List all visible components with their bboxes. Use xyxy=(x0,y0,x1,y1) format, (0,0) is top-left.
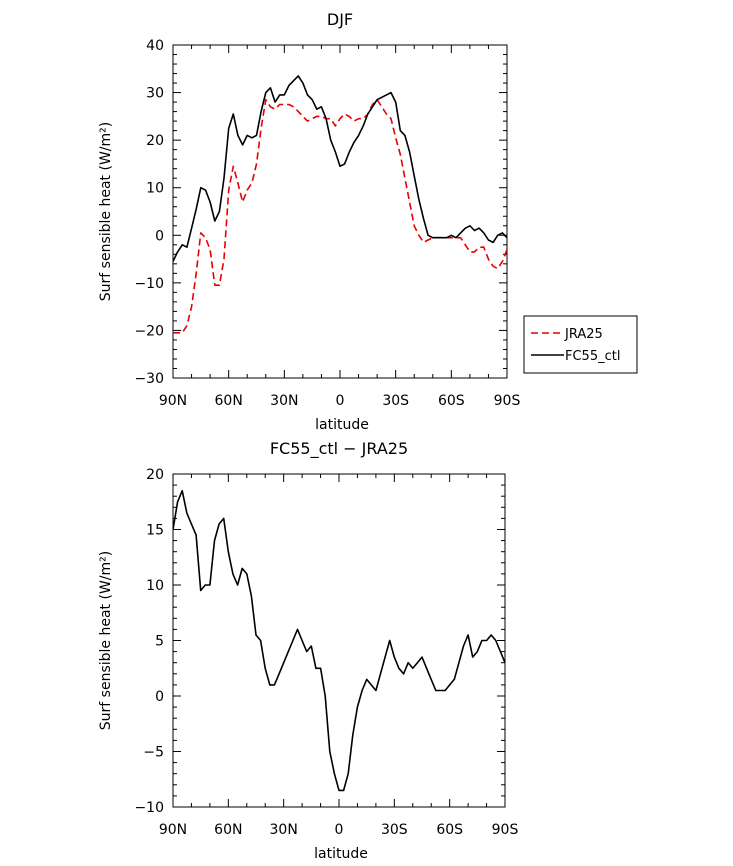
x-tick-label: 30N xyxy=(270,393,298,409)
chart-panel-2: −10 −5 0 5 10 15 20 90N 60N 30N 0 30S 60S 90S latitude… xyxy=(98,439,518,862)
x-tick-label: 0 xyxy=(335,822,344,838)
y-tick-label: −10 xyxy=(134,800,164,816)
plot-frame xyxy=(172,473,506,808)
y-axis-label: Surf sensible heat (W/m²) xyxy=(98,122,114,301)
x-tick-label: 90S xyxy=(492,822,519,838)
legend: JRA25 FC55_ctl xyxy=(523,315,638,374)
plot-frame xyxy=(172,44,508,379)
y-tick-label: 5 xyxy=(155,634,164,650)
y-tick-label: 20 xyxy=(146,467,164,483)
x-axis-label: latitude xyxy=(315,417,369,433)
x-tick-label: 60N xyxy=(214,822,242,838)
y-axis-label: Surf sensible heat (W/m²) xyxy=(98,551,114,730)
x-tick-label: 60N xyxy=(215,393,243,409)
y-tick-label: −20 xyxy=(134,323,164,339)
x-tick-label: 60S xyxy=(438,393,465,409)
chart-title: DJF xyxy=(327,10,353,29)
series-line-1 xyxy=(173,489,505,792)
y-tick-label: 10 xyxy=(146,181,164,197)
y-tick-label: −5 xyxy=(143,745,164,761)
y-tick-label: 10 xyxy=(146,578,164,594)
y-tick-label: −30 xyxy=(134,371,164,387)
y-tick-label: 15 xyxy=(146,523,164,539)
x-tick-label: 0 xyxy=(336,393,345,409)
series-line-fc55-ctl xyxy=(173,75,507,262)
x-tick-label: 30S xyxy=(381,822,408,838)
y-tick-label: 30 xyxy=(146,86,164,102)
x-tick-label: 90N xyxy=(159,393,187,409)
y-tick-label: 40 xyxy=(146,38,164,54)
x-tick-label: 90N xyxy=(159,822,187,838)
series-line-jra25 xyxy=(173,98,507,334)
x-tick-label: 90S xyxy=(494,393,521,409)
x-axis-label: latitude xyxy=(314,846,368,862)
legend-label: FC55_ctl xyxy=(565,349,620,364)
y-tick-label: 20 xyxy=(146,133,164,149)
y-tick-label: −10 xyxy=(134,276,164,292)
y-tick-label: 0 xyxy=(155,228,164,244)
x-tick-label: 30N xyxy=(270,822,298,838)
x-tick-label: 60S xyxy=(436,822,463,838)
chart-panel-1: −30 −20 −10 0 10 20 30 40 90N 60N 30N 0 30S 60S 90S lat… xyxy=(98,10,638,433)
y-tick-label: 0 xyxy=(155,689,164,705)
legend-box xyxy=(523,315,638,374)
legend-label: JRA25 xyxy=(564,327,603,342)
x-tick-label: 30S xyxy=(382,393,409,409)
chart-title: FC55_ctl − JRA25 xyxy=(270,439,408,459)
